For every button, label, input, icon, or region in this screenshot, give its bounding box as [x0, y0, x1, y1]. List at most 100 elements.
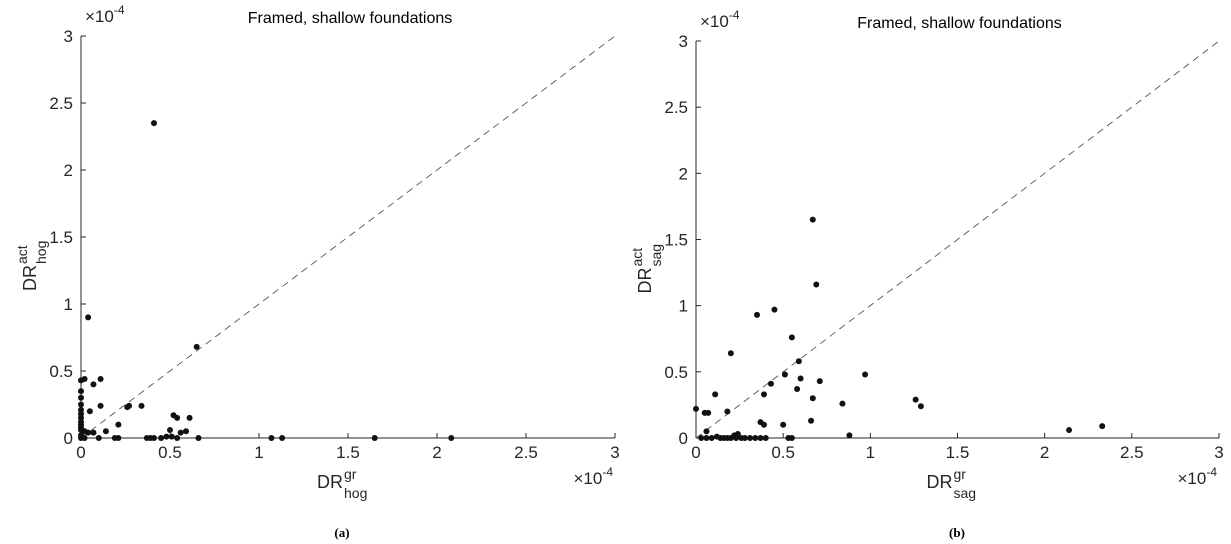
data-point	[862, 371, 869, 378]
y-exponent-base: ×10	[700, 12, 729, 31]
data-point	[1099, 423, 1106, 430]
data-point	[912, 396, 919, 403]
x-exponent-label: ×10-4	[573, 465, 613, 488]
y-exponent-label: ×10-4	[85, 3, 125, 26]
y-tick-label: 1.5	[664, 231, 688, 250]
y-tick-label: 3	[64, 27, 73, 46]
data-point	[126, 402, 133, 409]
y-exponent-power: -4	[114, 3, 125, 17]
data-point	[168, 433, 175, 440]
x-tick-label: 3	[610, 443, 619, 462]
data-point	[193, 343, 200, 350]
panel-b: 0 0.5 1 1.5 2 2.5 300.511.522.53×10-4×10-4Fram…	[629, 8, 1224, 540]
x-tick-label: 0.5	[771, 443, 795, 462]
y-axis-label-sub: hog	[33, 241, 49, 264]
data-point	[809, 395, 816, 402]
data-point	[794, 386, 801, 393]
data-point	[747, 435, 754, 441]
x-axis-label-base: DR	[927, 472, 953, 492]
y-tick-label: 0.5	[664, 363, 688, 382]
data-point	[448, 435, 455, 441]
chart-title: Framed, shallow foundations	[248, 10, 453, 27]
chart-title: Framed, shallow foundations	[857, 15, 1062, 32]
y-tick-label: 1.5	[49, 228, 73, 247]
x-tick-label: 2	[1040, 443, 1049, 462]
data-point	[115, 421, 122, 428]
data-point	[183, 428, 190, 435]
y-axis-label-base: DR	[20, 265, 40, 291]
panel-a: 0 0.5 1 1.5 2 2.5 300.511.522.53×10-4×10-4Fram…	[14, 3, 620, 540]
data-point	[727, 350, 734, 357]
x-tick-label: 2.5	[514, 443, 538, 462]
data-point	[195, 435, 202, 441]
x-tick-label: 1	[254, 443, 263, 462]
data-point	[708, 435, 715, 441]
data-point	[781, 371, 788, 378]
x-axis-label-sub: sag	[954, 485, 977, 501]
data-point	[78, 394, 84, 401]
data-point	[115, 435, 122, 441]
data-point	[741, 435, 748, 441]
x-tick-label: 1.5	[946, 443, 970, 462]
x-exponent-base: ×10	[1177, 469, 1206, 488]
reference-line	[695, 40, 1220, 439]
x-axis-label-sup: gr	[954, 466, 967, 482]
y-tick-label: 1	[64, 295, 73, 314]
data-point	[757, 435, 764, 441]
data-point	[698, 435, 705, 441]
data-point	[846, 432, 853, 439]
x-tick-label: 1.5	[336, 443, 360, 462]
data-point	[917, 403, 924, 410]
data-point	[703, 428, 710, 435]
data-point	[78, 401, 84, 408]
data-point	[371, 435, 378, 441]
x-exponent-power: -4	[1206, 465, 1217, 479]
data-point	[97, 402, 104, 409]
data-point	[752, 435, 759, 441]
data-point	[268, 435, 275, 441]
y-tick-label: 2.5	[664, 98, 688, 117]
data-point	[85, 429, 92, 436]
x-axis-label-base: DR	[317, 472, 343, 492]
x-axis-label: DR	[927, 472, 953, 492]
data-point	[174, 435, 181, 441]
data-point	[85, 314, 92, 321]
x-tick-label: 0.5	[158, 443, 182, 462]
data-point	[733, 435, 740, 441]
data-point	[788, 334, 795, 341]
data-point	[138, 402, 145, 409]
data-point	[78, 388, 84, 395]
data-point	[177, 429, 184, 436]
x-tick-label: 0	[691, 443, 700, 462]
data-point	[81, 376, 88, 383]
y-exponent-power: -4	[729, 8, 740, 22]
data-point	[760, 421, 767, 428]
x-exponent-base: ×10	[573, 469, 602, 488]
data-point	[86, 408, 93, 415]
x-exponent-power: -4	[602, 465, 613, 479]
data-point	[97, 376, 104, 383]
data-point	[813, 281, 820, 288]
y-axis-label-sup: act	[629, 248, 645, 267]
data-point	[81, 435, 88, 441]
y-tick-label: 2.5	[49, 94, 73, 113]
y-axis-label-sub: sag	[648, 244, 664, 267]
data-point	[712, 391, 719, 398]
y-tick-label: 0	[64, 429, 73, 448]
data-point	[186, 414, 193, 421]
data-point	[95, 435, 102, 441]
y-exponent-base: ×10	[85, 7, 114, 26]
data-point	[795, 358, 802, 365]
x-tick-label: 2	[432, 443, 441, 462]
data-point	[724, 408, 731, 415]
data-point	[771, 306, 778, 313]
x-tick-label: 1	[866, 443, 875, 462]
data-point	[788, 435, 795, 441]
x-tick-label: 3	[1214, 443, 1223, 462]
data-point	[167, 426, 173, 433]
y-tick-label: 3	[679, 32, 688, 51]
y-axis-label-sup: act	[14, 245, 30, 264]
